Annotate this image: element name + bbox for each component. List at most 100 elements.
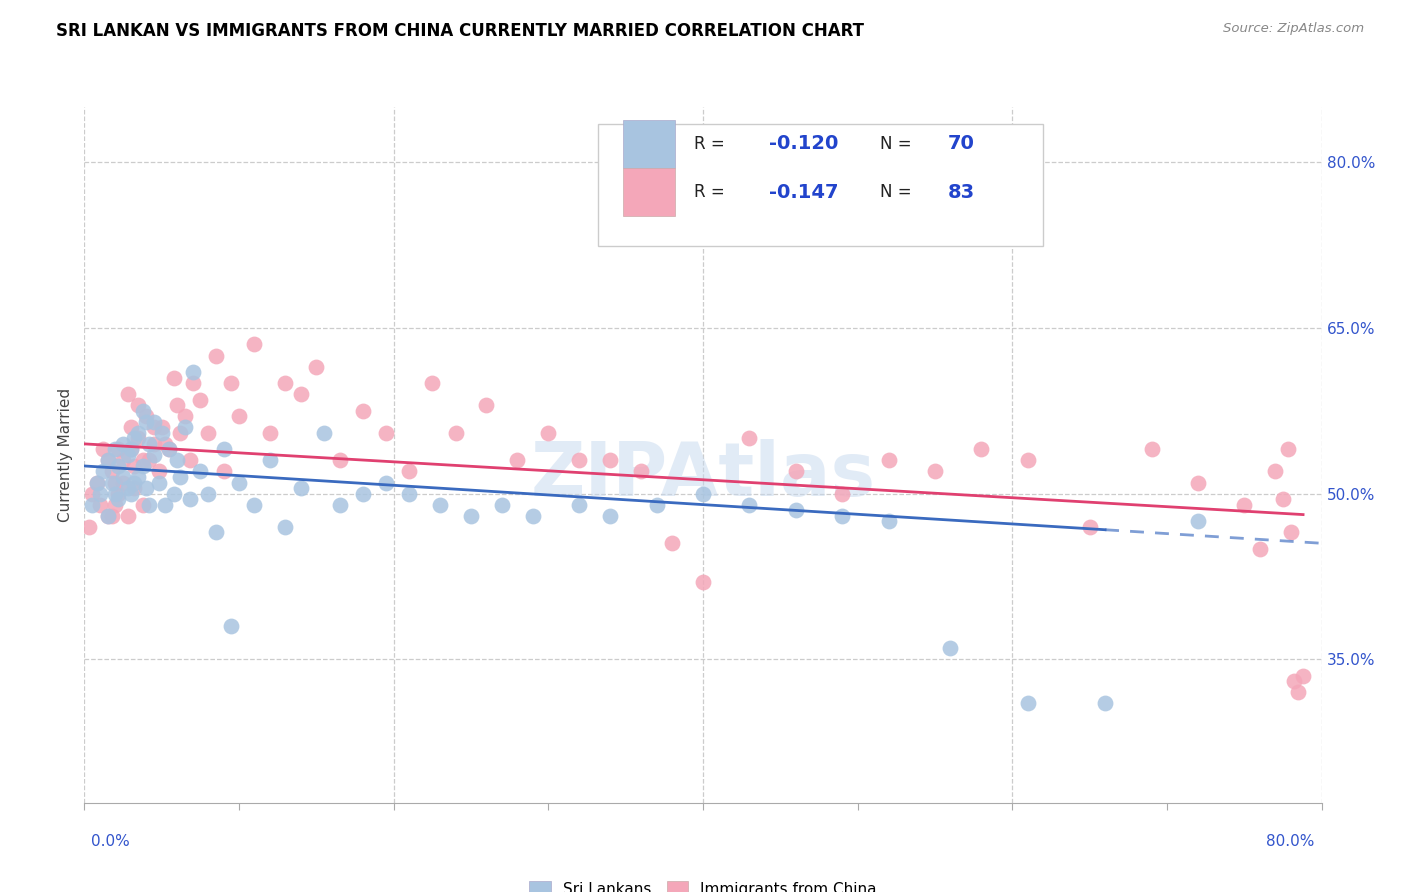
Point	[153, 437, 176, 451]
Point	[274, 376, 297, 391]
Point	[179, 453, 201, 467]
Point	[112, 470, 135, 484]
Point	[132, 403, 155, 417]
FancyBboxPatch shape	[623, 120, 675, 168]
Text: -0.120: -0.120	[769, 134, 838, 153]
Point	[537, 425, 560, 440]
Point	[150, 420, 173, 434]
Point	[120, 420, 142, 434]
Point	[128, 470, 150, 484]
Point	[290, 481, 312, 495]
Point	[112, 437, 135, 451]
Point	[148, 465, 170, 479]
Point	[1279, 525, 1302, 540]
Point	[1140, 442, 1163, 457]
Point	[661, 536, 683, 550]
Point	[107, 492, 129, 507]
Point	[398, 486, 420, 500]
Point	[86, 475, 108, 490]
Text: 83: 83	[948, 183, 976, 202]
Point	[117, 448, 139, 462]
Point	[135, 415, 157, 429]
Text: N =: N =	[880, 183, 917, 202]
Point	[174, 420, 197, 434]
Point	[128, 425, 150, 440]
Point	[148, 475, 170, 490]
Point	[1277, 442, 1299, 457]
Point	[398, 465, 420, 479]
Point	[314, 425, 336, 440]
Point	[785, 465, 807, 479]
Point	[159, 442, 181, 457]
Point	[243, 498, 266, 512]
Point	[831, 508, 853, 523]
Point	[1292, 669, 1315, 683]
Point	[375, 475, 398, 490]
Point	[138, 453, 160, 467]
Point	[117, 508, 139, 523]
Point	[1288, 685, 1310, 699]
Point	[568, 498, 591, 512]
Point	[128, 431, 150, 445]
FancyBboxPatch shape	[598, 124, 1043, 246]
Point	[166, 453, 188, 467]
Point	[128, 398, 150, 412]
Point	[188, 392, 212, 407]
Point	[939, 641, 962, 656]
Text: -0.147: -0.147	[769, 183, 838, 202]
Text: 80.0%: 80.0%	[1267, 834, 1315, 849]
Point	[143, 437, 166, 451]
Point	[120, 486, 142, 500]
Point	[107, 486, 129, 500]
Point	[163, 486, 186, 500]
Point	[692, 574, 714, 589]
Point	[166, 398, 188, 412]
Point	[692, 486, 714, 500]
Point	[305, 359, 328, 374]
Point	[174, 409, 197, 424]
Point	[86, 475, 108, 490]
Point	[785, 503, 807, 517]
Point	[475, 398, 498, 412]
Text: R =: R =	[695, 135, 730, 153]
Point	[506, 453, 529, 467]
Point	[82, 486, 104, 500]
Point	[143, 420, 166, 434]
Point	[97, 508, 120, 523]
Point	[135, 409, 157, 424]
Point	[132, 453, 155, 467]
Point	[205, 525, 228, 540]
Point	[169, 425, 191, 440]
Point	[738, 431, 761, 445]
Point	[1078, 519, 1101, 533]
Point	[97, 453, 120, 467]
Legend: Sri Lankans, Immigrants from China: Sri Lankans, Immigrants from China	[523, 875, 883, 892]
Point	[290, 387, 312, 401]
Point	[1187, 475, 1209, 490]
Point	[91, 442, 114, 457]
Text: 70: 70	[948, 134, 974, 153]
Point	[1249, 541, 1271, 556]
Point	[1094, 697, 1116, 711]
Y-axis label: Currently Married: Currently Married	[58, 388, 73, 522]
Text: 0.0%: 0.0%	[91, 834, 131, 849]
Point	[122, 475, 145, 490]
Point	[143, 415, 166, 429]
Point	[1017, 697, 1039, 711]
Point	[89, 498, 111, 512]
Point	[159, 442, 181, 457]
Point	[228, 475, 250, 490]
Point	[568, 453, 591, 467]
Point	[877, 514, 900, 528]
Point	[970, 442, 993, 457]
Point	[197, 425, 219, 440]
Point	[97, 508, 120, 523]
Point	[599, 508, 621, 523]
Point	[101, 508, 124, 523]
Point	[169, 470, 191, 484]
Point	[104, 498, 127, 512]
Point	[630, 465, 652, 479]
Point	[150, 425, 173, 440]
Point	[1017, 453, 1039, 467]
Point	[122, 431, 145, 445]
